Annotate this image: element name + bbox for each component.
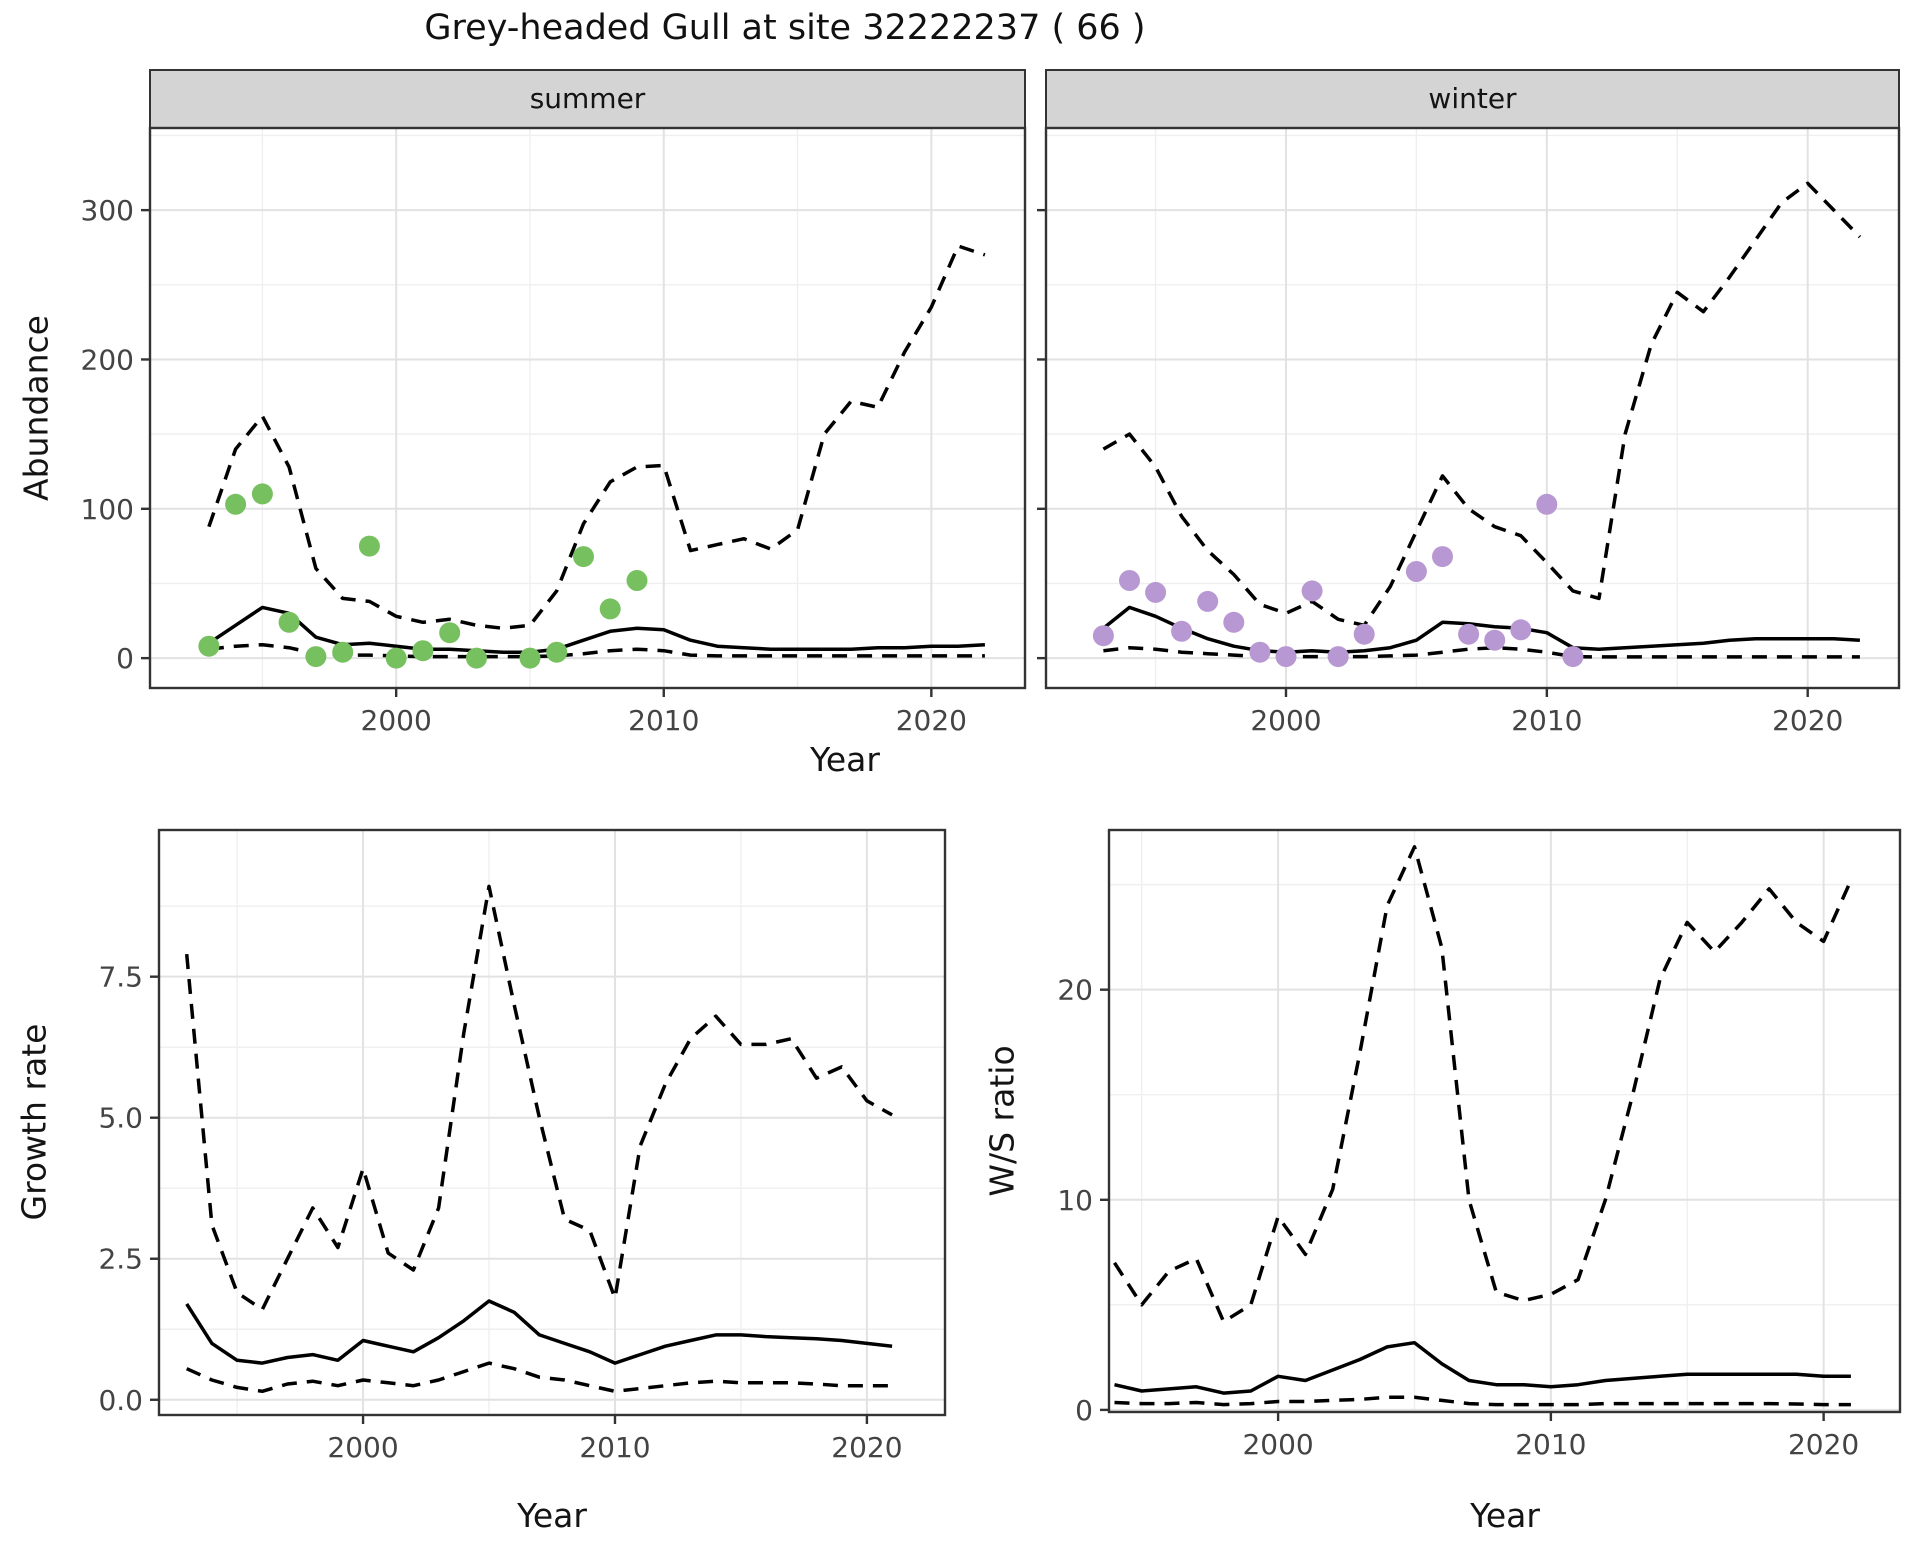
abundance_summer-observation-point <box>251 483 273 505</box>
growth_rate-y-tick-label: 5.0 <box>98 1102 143 1135</box>
abundance_winter-observation-point <box>1510 619 1532 641</box>
abundance_winter-observation-point <box>1432 546 1453 568</box>
abundance_winter-observation-point <box>1301 580 1323 602</box>
growth_rate-x-tick-label: 2010 <box>579 1431 650 1464</box>
growth_rate-y-tick-label: 0.0 <box>98 1384 143 1417</box>
abundance_winter-observation-point <box>1353 623 1375 645</box>
abundance_summer-panel-border <box>148 126 1027 690</box>
abundance_summer-observation-point <box>519 647 541 669</box>
abundance_winter-fit-line <box>1102 605 1861 654</box>
abundance_summer-y-tick-label: 300 <box>81 194 134 227</box>
abundance_summer-y-tick-label: 0 <box>116 642 134 675</box>
ws_ratio-y-tick-label: 10 <box>1057 1184 1093 1217</box>
ws_ratio-y-tick-label: 20 <box>1057 974 1093 1007</box>
abundance_summer-upper_ci-line <box>207 244 986 631</box>
abundance_summer-observation-point <box>358 535 380 557</box>
abundance_winter-observation-point <box>1171 620 1193 642</box>
abundance_summer-y-tick-label: 200 <box>81 343 134 376</box>
abundance_summer-observation-point <box>599 598 621 620</box>
y-axis-title-ws-ratio: W/S ratio <box>982 1045 1022 1197</box>
abundance_summer-observation-point <box>305 646 327 668</box>
ws_ratio-x-tick-label: 2000 <box>1242 1428 1313 1461</box>
abundance_winter-observation-point <box>1327 646 1349 668</box>
abundance_summer-panel-bg <box>150 128 1025 688</box>
abundance_summer-observation-point <box>198 635 220 657</box>
ws_ratio-lower_ci-line <box>1114 1395 1851 1407</box>
abundance_winter-observation-point <box>1405 561 1427 582</box>
y-axis-title-growth-rate: Growth rate <box>14 1023 54 1221</box>
abundance_winter-panel-border <box>1044 126 1901 690</box>
abundance_winter-x-tick-label: 2020 <box>1772 704 1843 737</box>
abundance_summer-y-tick-label: 100 <box>81 493 134 526</box>
abundance_winter-lower_ci-line <box>1103 645 1860 659</box>
abundance_winter-x-tick-label: 2010 <box>1511 704 1582 737</box>
growth_rate-fit-line <box>185 1299 893 1365</box>
ws_ratio-x-tick-label: 2010 <box>1515 1428 1586 1461</box>
growth_rate-panel-border <box>157 828 947 1417</box>
abundance_summer-observation-point <box>412 640 434 662</box>
ws_ratio-panel-border <box>1107 828 1902 1414</box>
abundance_winter-observation-point <box>1145 581 1167 603</box>
ws_ratio-y-tick-label: 0 <box>1075 1394 1093 1427</box>
growth_rate-panel-bg <box>159 830 945 1415</box>
chart-title: Grey-headed Gull at site 32222237 ( 66 ) <box>424 8 1146 48</box>
growth_rate-y-tick-label: 2.5 <box>98 1243 143 1276</box>
facet-strip-label-winter: winter <box>1428 82 1517 115</box>
abundance_summer-observation-point <box>278 611 300 633</box>
ws_ratio-panel-bg <box>1109 830 1900 1412</box>
abundance_winter-observation-point <box>1197 590 1219 612</box>
abundance_winter-observation-point <box>1119 570 1140 591</box>
abundance_winter-panel-bg <box>1046 128 1899 688</box>
abundance_winter-observation-point <box>1484 629 1506 651</box>
abundance_summer-observation-point <box>332 641 354 663</box>
x-axis-title-bottom-right: Year <box>1470 1496 1540 1535</box>
abundance_winter-observation-point <box>1458 623 1480 645</box>
abundance_winter-observation-point <box>1536 493 1558 515</box>
ws_ratio-x-tick-label: 2020 <box>1788 1428 1859 1461</box>
growth_rate-x-tick-label: 2000 <box>327 1431 398 1464</box>
x-axis-title-top: Year <box>810 740 880 779</box>
abundance_summer-observation-point <box>546 641 568 663</box>
x-axis-title-bottom-left: Year <box>517 1496 587 1535</box>
ws_ratio-upper_ci-line <box>1113 845 1853 1324</box>
abundance_summer-observation-point <box>573 546 594 568</box>
abundance_winter-observation-point <box>1249 641 1271 663</box>
growth_rate-lower_ci-line <box>185 1361 893 1394</box>
growth_rate-x-tick-label: 2020 <box>831 1431 902 1464</box>
abundance_winter-observation-point <box>1092 625 1114 647</box>
abundance_winter-facet-strip <box>1045 69 1900 129</box>
abundance_summer-observation-point <box>466 647 487 669</box>
growth_rate-y-tick-label: 7.5 <box>98 961 143 994</box>
abundance_winter-observation-point <box>1562 646 1584 668</box>
abundance_summer-observation-point <box>385 647 407 669</box>
y-axis-title-abundance: Abundance <box>16 315 56 501</box>
abundance_summer-x-tick-label: 2000 <box>361 704 432 737</box>
abundance_summer-x-tick-label: 2020 <box>896 704 967 737</box>
abundance_winter-upper_ci-line <box>1102 181 1862 628</box>
abundance_winter-observation-point <box>1223 611 1245 633</box>
facet-strip-label-summer: summer <box>529 82 646 115</box>
abundance_summer-observation-point <box>439 622 461 644</box>
abundance_winter-x-tick-label: 2000 <box>1250 704 1321 737</box>
abundance_summer-x-tick-label: 2010 <box>628 704 699 737</box>
abundance_summer-observation-point <box>626 570 648 591</box>
abundance_summer-observation-point <box>225 493 247 515</box>
abundance_winter-observation-point <box>1275 646 1297 668</box>
ws_ratio-fit-line <box>1114 1340 1851 1395</box>
